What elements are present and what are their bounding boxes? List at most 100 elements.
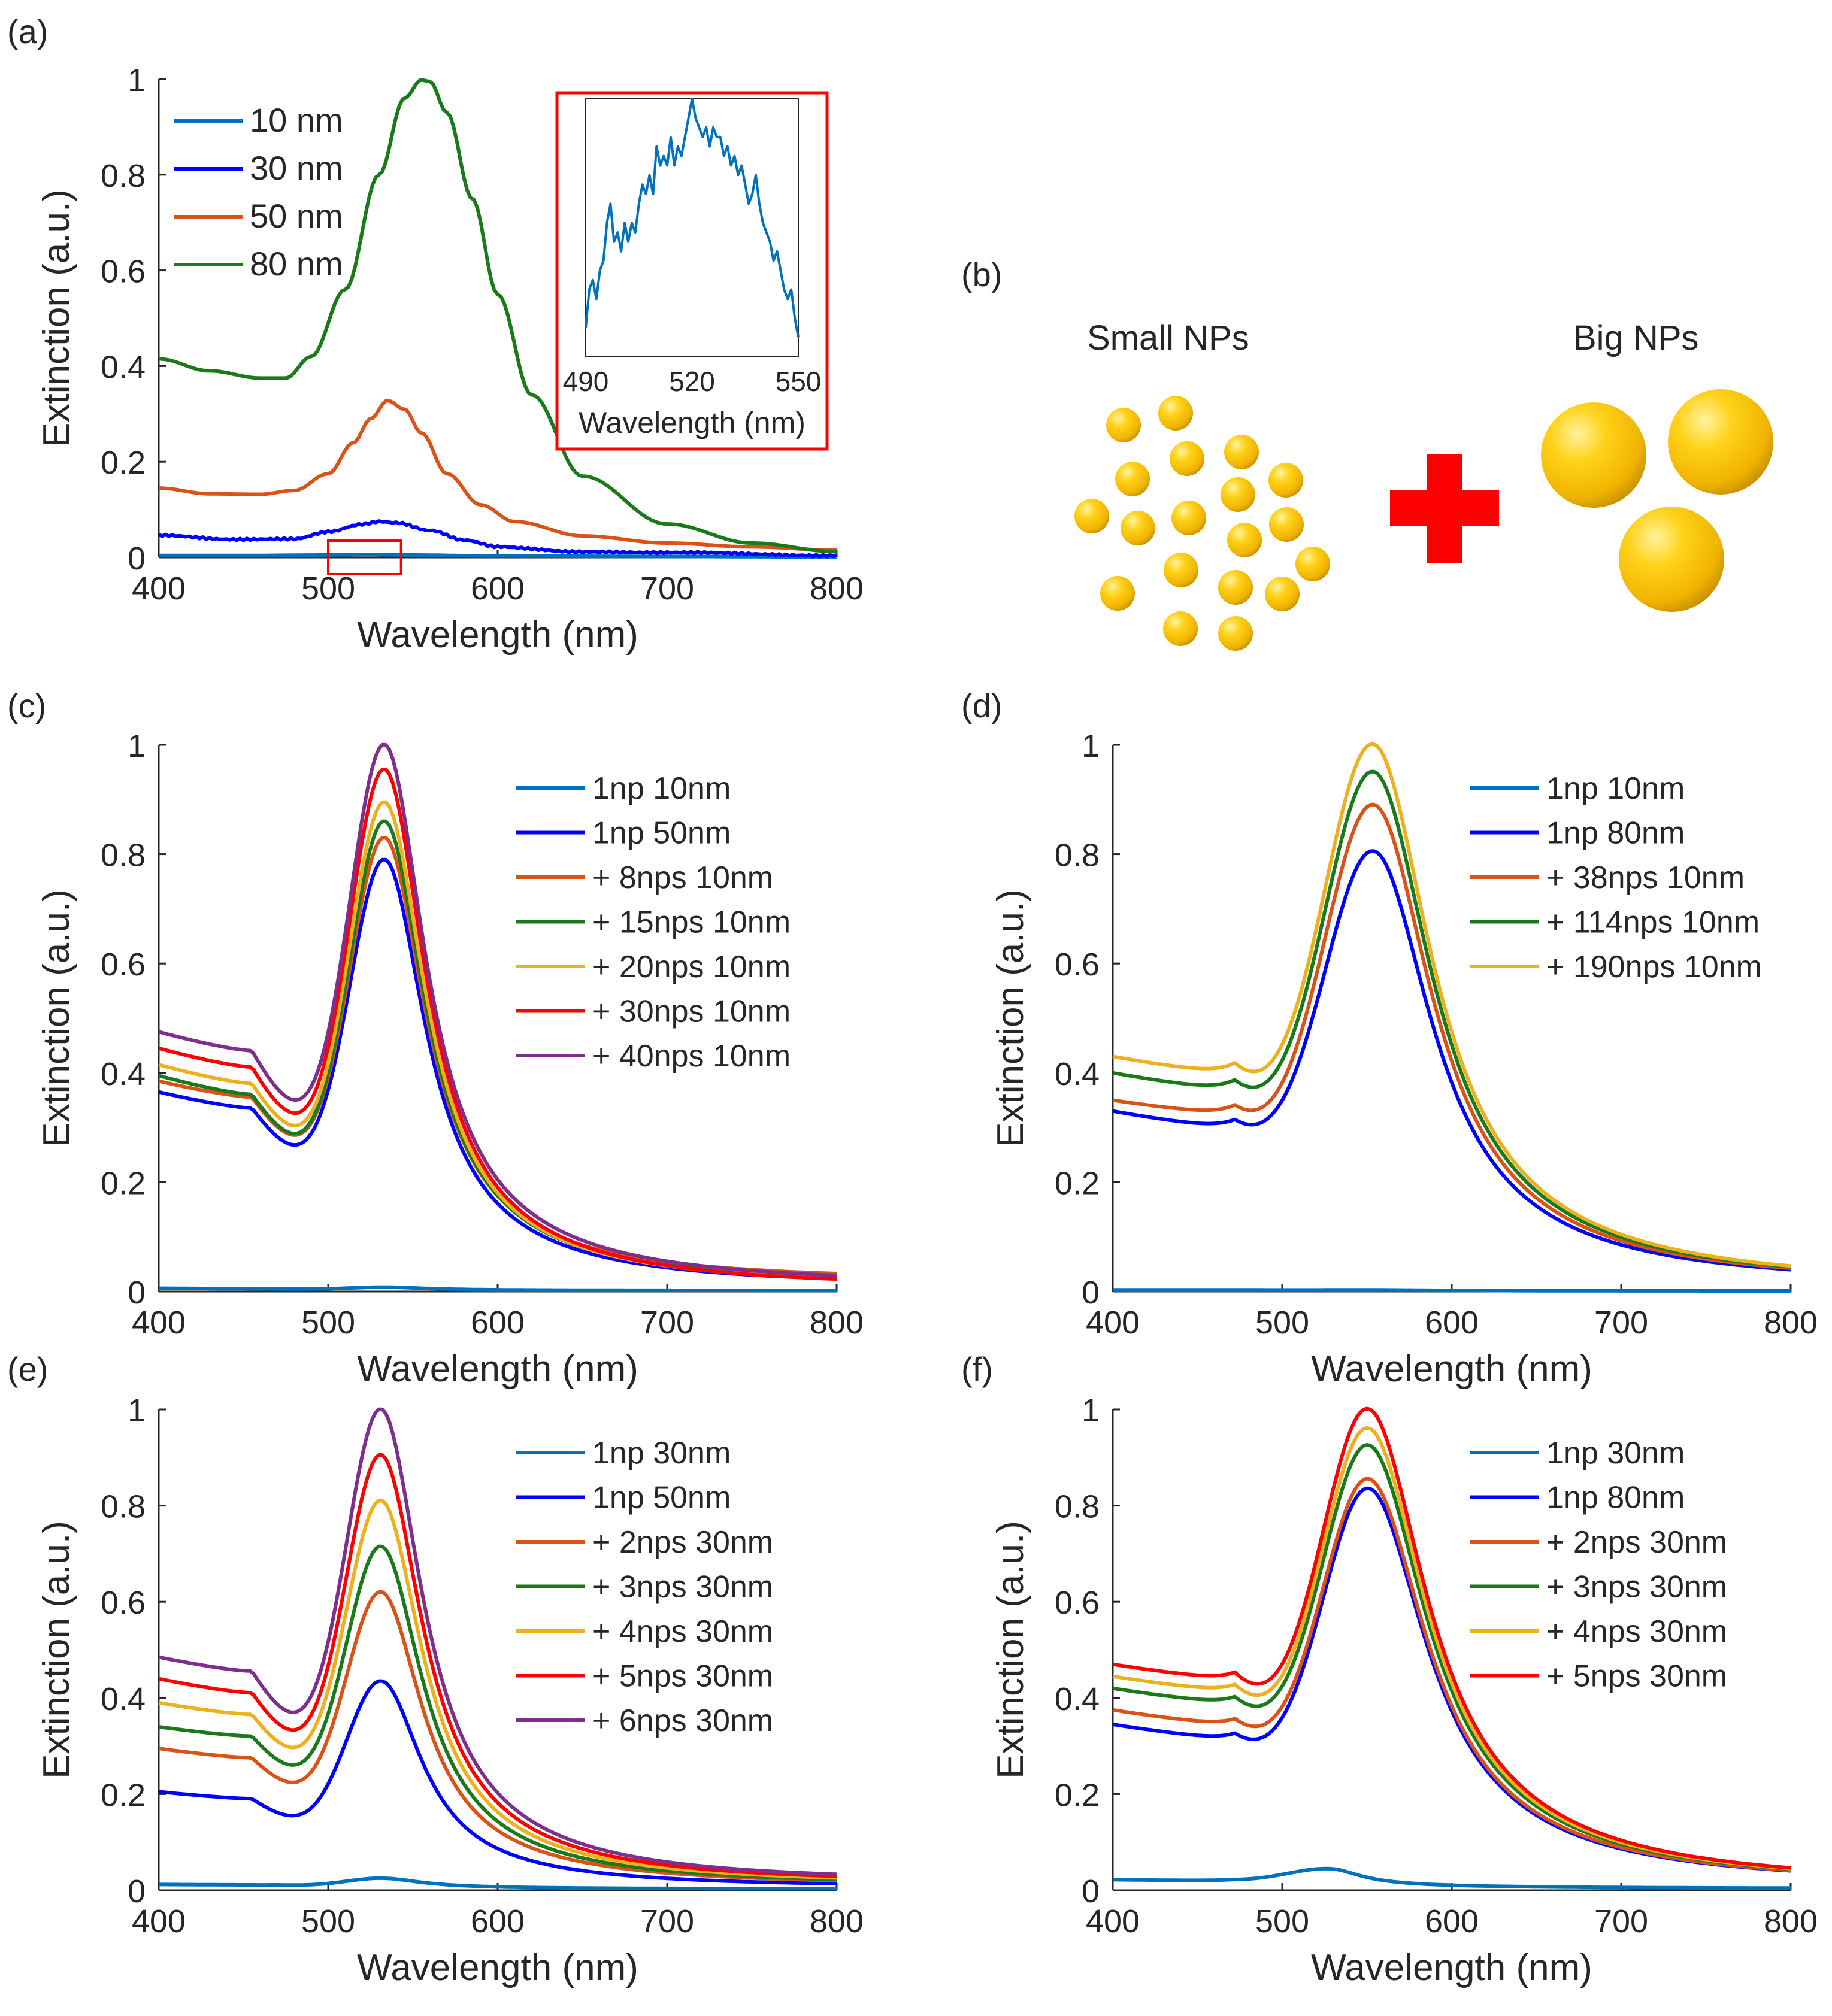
small-nanoparticle [1221,477,1255,512]
series-line [158,1499,837,1880]
y-axis-label: Extinction (a.u.) [990,1521,1031,1779]
series-line [158,78,837,554]
inset-border [555,91,829,451]
legend-entry: + 4nps 30nm [592,1614,773,1649]
x-tick-label: 600 [471,571,525,607]
x-tick-label: 400 [132,571,186,607]
y-tick-label: 0.4 [1055,1056,1100,1092]
small-nanoparticle [1268,463,1303,498]
y-tick-label: 0.2 [101,445,146,481]
y-tick-label: 0.6 [1055,947,1100,983]
x-tick-label: 600 [1425,1903,1479,1939]
x-axis-label: Wavelength (nm) [1311,1947,1592,1988]
y-tick-label: 0.8 [1055,1489,1100,1525]
series-line [1112,802,1791,1271]
small-nps-label: Small NPs [1087,319,1249,357]
y-tick-label: 0.8 [101,838,146,874]
y-tick-label: 0.4 [101,1056,146,1092]
y-tick-label: 0 [128,1275,146,1311]
legend-entry: + 15nps 10nm [592,905,791,940]
series-line [1112,742,1791,1268]
legend-entry: 80 nm [250,245,343,283]
x-tick-label: 400 [1086,1305,1140,1341]
x-tick-label: 400 [132,1305,186,1341]
legend-entry: + 6nps 30nm [592,1703,773,1738]
y-tick-label: 1 [128,62,146,98]
legend-entry: + 5nps 30nm [1546,1659,1727,1694]
series-line [158,399,837,552]
x-axis-label: Wavelength (nm) [1311,1348,1592,1390]
x-tick-label: 500 [301,1903,355,1939]
small-nanoparticle [1100,576,1135,611]
small-nanoparticle [1269,507,1304,542]
inset-x-tick-label: 520 [669,366,715,397]
legend-entry: 1np 50nm [592,816,731,851]
legend-entry: 1np 80nm [1546,1481,1685,1515]
small-nanoparticle [1224,435,1259,469]
y-tick-label: 1 [1082,1393,1100,1429]
series-line [158,1544,837,1881]
small-nanoparticle [1115,462,1150,496]
y-tick-label: 0.6 [101,1585,146,1621]
y-axis-label: Extinction (a.u.) [36,1521,77,1779]
y-tick-label: 0.2 [101,1777,146,1813]
series-line [158,768,837,1281]
series-line [158,1285,837,1293]
legend-entry: + 2nps 30nm [1546,1525,1727,1560]
panel-label-d: (d) [961,687,1002,724]
y-tick-label: 0 [128,541,146,577]
series-line [158,742,837,1278]
series-line [1112,1477,1791,1872]
y-tick-label: 0.8 [1055,838,1100,874]
y-tick-label: 0 [1082,1873,1100,1909]
y-tick-label: 0 [1082,1275,1100,1311]
legend-entry: + 3nps 30nm [592,1570,773,1605]
x-tick-label: 700 [640,1305,694,1341]
x-tick-label: 500 [301,1305,355,1341]
series-line [159,553,837,559]
series-line [158,1407,837,1876]
panel-label-c: (c) [7,687,46,724]
series-line [1113,1288,1791,1293]
small-nanoparticle [1265,577,1300,611]
legend-entry: 1np 10nm [1546,771,1685,806]
inset-panel-a: 490 520 550 Wavelength (nm) [555,91,829,451]
y-tick-label: 0.2 [1055,1777,1100,1813]
x-tick-label: 800 [810,1305,864,1341]
legend-entry: 30 nm [250,149,343,187]
legend-entry: 1np 50nm [592,1481,731,1515]
small-nps-cluster [1074,396,1330,651]
big-nanoparticle [1541,402,1646,508]
x-tick-label: 400 [1086,1903,1140,1939]
y-tick-label: 0.6 [101,947,146,983]
big-nps-label: Big NPs [1573,319,1699,357]
small-nanoparticle [1218,570,1253,605]
series-line [1112,1443,1791,1871]
inset-x-tick-label: 490 [563,366,609,397]
legend-entry: + 20nps 10nm [592,950,791,984]
y-tick-label: 0.4 [101,1681,146,1717]
series-line [158,1679,837,1885]
legend-entry: + 8nps 10nm [592,860,773,895]
series-line [159,1876,837,1891]
x-tick-label: 600 [1425,1305,1479,1341]
legend-entry: + 4nps 30nm [1546,1614,1727,1649]
x-tick-label: 700 [1594,1903,1648,1939]
inset-x-tick-label: 550 [776,366,822,397]
chart-panel-a: 400 500 600 700 800 0 0.2 0.4 0.6 0.8 1 Wavelength … [36,62,864,656]
y-tick-label: 0.8 [101,158,146,194]
chart-panel-d: 400 500 600 700 800 0 0.2 0.4 0.6 0.8 1 Wavelength … [990,728,1818,1390]
series-line [1112,769,1791,1269]
x-axis-label: Wavelength (nm) [357,614,638,656]
small-nanoparticle [1295,547,1330,581]
small-nanoparticle [1106,408,1141,442]
legend-entry: 50 nm [250,197,343,235]
y-tick-label: 1 [128,728,146,764]
big-nanoparticle [1668,389,1773,495]
chart-panel-e: 400 500 600 700 800 0 0.2 0.4 0.6 0.8 1 Wavelength … [36,1393,864,1988]
y-axis-label: Extinction (a.u.) [36,889,77,1147]
series-line [158,519,837,559]
y-tick-label: 0 [128,1873,146,1909]
small-nanoparticle [1227,523,1262,557]
